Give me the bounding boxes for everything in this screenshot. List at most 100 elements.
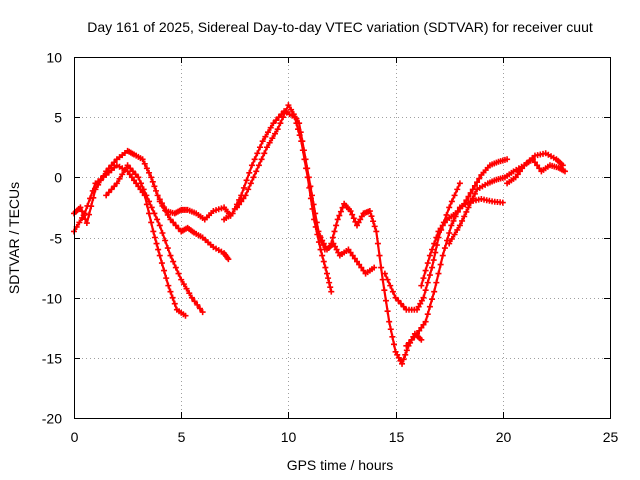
data-point-marker (143, 201, 150, 208)
data-point-marker (290, 111, 297, 118)
data-point-marker (395, 297, 402, 304)
data-point-marker (165, 282, 172, 289)
y-tick-label: -5 (50, 231, 63, 247)
data-point-marker (463, 208, 470, 215)
data-point-marker (448, 222, 455, 229)
data-point-marker (156, 198, 163, 205)
data-point-marker (156, 222, 163, 229)
data-point-marker (360, 267, 367, 274)
data-point-marker (277, 120, 284, 127)
series-arc-10 (403, 195, 506, 349)
data-point-marker (225, 256, 232, 263)
data-point-marker (87, 195, 94, 202)
data-point-marker (180, 281, 187, 288)
data-point-marker (266, 139, 273, 146)
data-point-marker (155, 246, 162, 253)
data-point-marker (258, 156, 265, 163)
data-point-marker (463, 197, 470, 204)
data-point-marker (135, 174, 142, 181)
data-point-marker (139, 156, 146, 163)
data-point-marker (456, 222, 463, 229)
y-tick-label: -10 (42, 291, 62, 307)
data-point-marker (408, 336, 415, 343)
data-point-marker (175, 270, 182, 277)
data-point-marker (246, 169, 253, 176)
data-point-marker (315, 228, 322, 235)
data-point-marker (446, 229, 453, 236)
y-tick-label: 10 (46, 50, 62, 66)
data-point-marker (320, 258, 327, 265)
data-point-marker (161, 267, 168, 274)
data-point-marker (332, 243, 339, 250)
data-point-marker (83, 220, 90, 227)
data-point-marker (229, 210, 236, 217)
x-tick-label: 0 (71, 429, 79, 445)
data-point-marker (411, 333, 418, 340)
data-point-marker (188, 294, 195, 301)
data-point-marker (240, 184, 247, 191)
data-point-marker (347, 249, 354, 256)
data-point-marker (86, 211, 93, 218)
y-tick-label: 0 (54, 170, 62, 186)
y-tick-label: 5 (54, 110, 62, 126)
data-point-marker (433, 279, 440, 286)
data-point-marker (469, 195, 476, 202)
data-point-marker (127, 165, 134, 172)
data-point-marker (435, 228, 442, 235)
data-point-marker (262, 133, 269, 140)
data-point-marker (111, 159, 118, 166)
data-point-marker (431, 288, 438, 295)
data-point-marker (322, 264, 329, 271)
data-point-marker (444, 237, 451, 244)
data-point-marker (159, 202, 166, 209)
data-point-marker (240, 195, 247, 202)
data-point-marker (456, 180, 463, 187)
data-point-marker (162, 237, 169, 244)
data-point-marker (285, 102, 292, 109)
data-point-marker (135, 183, 142, 190)
data-point-marker (441, 219, 448, 226)
data-point-marker (167, 252, 174, 259)
data-point-marker (251, 156, 258, 163)
grid (74, 57, 610, 418)
data-point-marker (432, 249, 439, 256)
data-point-marker (261, 150, 268, 157)
data-point-marker (433, 234, 440, 241)
data-point-marker (154, 216, 161, 223)
data-point-marker (255, 162, 262, 169)
series-arc-3 (103, 162, 206, 316)
series-arc-5 (221, 108, 335, 295)
data-point-marker (426, 252, 433, 259)
data-point-marker (336, 212, 343, 219)
data-point-marker (357, 216, 364, 223)
data-point-marker (148, 219, 155, 226)
series-arc-11 (418, 156, 511, 289)
data-point-marker (146, 198, 153, 205)
data-point-marker (194, 301, 201, 308)
data-point-marker (319, 237, 326, 244)
data-point-marker (417, 300, 424, 307)
data-point-marker (138, 180, 144, 187)
data-point-marker (374, 240, 381, 247)
data-point-marker (333, 246, 340, 253)
data-point-marker (111, 183, 118, 190)
x-tick-label: 5 (178, 429, 186, 445)
data-point-marker (499, 199, 506, 206)
data-point-marker (304, 165, 311, 172)
data-point-marker (171, 300, 178, 307)
data-point-marker (446, 240, 453, 247)
data-point-marker (439, 252, 446, 259)
data-point-marker (124, 162, 131, 169)
series-line (72, 164, 187, 317)
data-point-marker (233, 204, 240, 211)
data-point-marker (429, 296, 436, 303)
data-point-marker (132, 171, 139, 178)
data-point-marker (390, 341, 397, 348)
y-tick-label: -15 (42, 351, 62, 367)
data-point-marker (399, 360, 406, 367)
data-series-group (71, 102, 568, 367)
data-point-marker (400, 303, 407, 310)
data-point-marker (335, 249, 342, 256)
data-point-marker (467, 199, 474, 206)
data-point-marker (446, 204, 453, 211)
